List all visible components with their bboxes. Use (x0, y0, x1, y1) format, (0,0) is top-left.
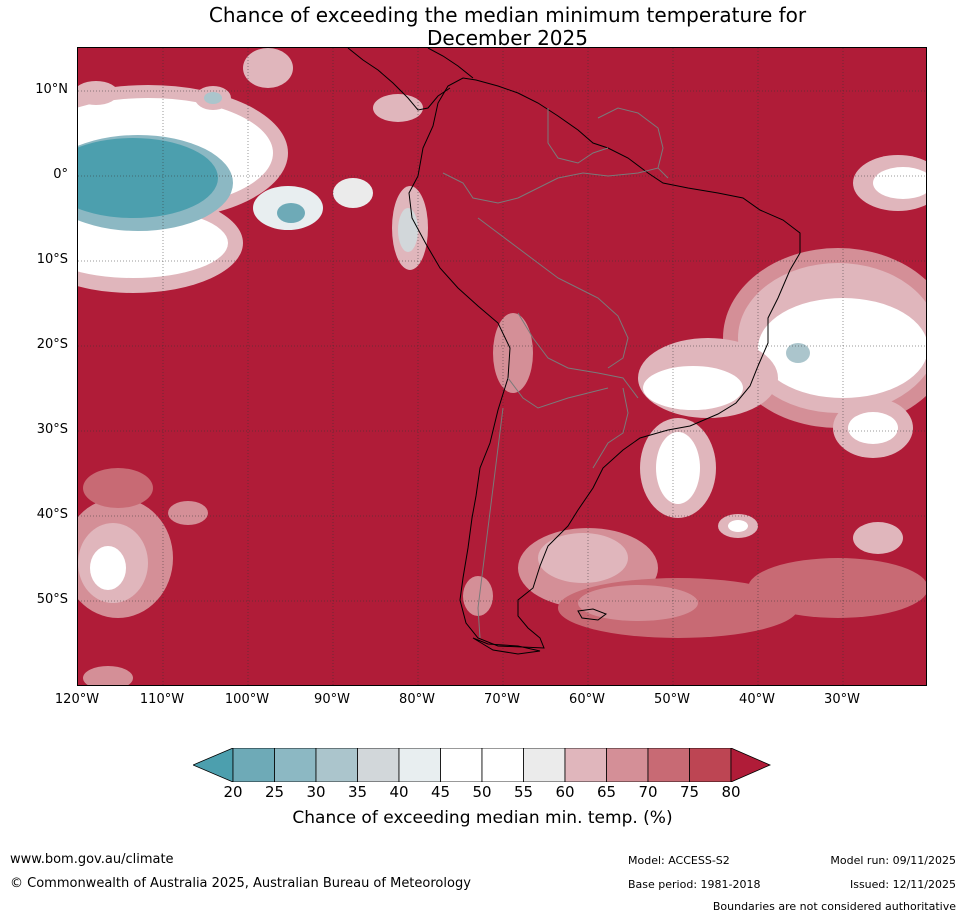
shading-patch (728, 520, 748, 532)
shading-patch (853, 522, 903, 554)
lat-label-30s: 30°S (36, 422, 68, 437)
colorbar-tick-30: 30 (306, 783, 326, 801)
central-america-coastline (347, 48, 474, 111)
colorbar-tick-55: 55 (513, 783, 534, 801)
lon-label-100w: 100°W (224, 692, 270, 707)
colorbar-low-arrow (193, 748, 234, 782)
colorbar-cell (232, 748, 275, 782)
coastlines (347, 48, 801, 655)
shading-patch (83, 666, 133, 685)
shading-patch (78, 81, 118, 105)
lon-label-40w: 40°W (739, 692, 775, 707)
shading-patch (90, 546, 126, 590)
colorbar-tick-65: 65 (596, 783, 617, 801)
colorbar-cell (440, 748, 483, 782)
colorbar-tick-35: 35 (347, 783, 368, 801)
south-america-coastline (408, 77, 801, 649)
colorbar-tick-80: 80 (721, 783, 741, 801)
lat-label-10n: 10°N (35, 82, 68, 97)
colorbar-tick-25: 25 (264, 783, 285, 801)
shading-patch (538, 533, 628, 583)
colorbar-tick-75: 75 (679, 783, 700, 801)
lon-label-80w: 80°W (399, 692, 435, 707)
lon-label-30w: 30°W (824, 692, 860, 707)
footer-issued: Issued: 12/11/2025 (849, 878, 956, 891)
shading-patch (786, 343, 810, 363)
shading-patch (373, 94, 423, 122)
shading-patch (578, 585, 698, 621)
shading-patch (78, 138, 218, 218)
colorbar-cell (274, 748, 317, 782)
colorbar-cell (357, 748, 400, 782)
colorbar (193, 748, 772, 782)
lat-label-10s: 10°S (36, 252, 68, 267)
title-line-2: December 2025 (427, 26, 588, 50)
footer-model-run: Model run: 09/11/2025 (830, 854, 956, 867)
shading-patch (333, 178, 373, 208)
colorbar-cell (523, 748, 566, 782)
footer-model: Model: ACCESS-S2 (628, 854, 730, 867)
lon-label-120w: 120°W (54, 692, 100, 707)
shading-patch (463, 576, 493, 616)
colorbar-cell (481, 748, 524, 782)
shading-patch (277, 203, 305, 223)
colorbar-label: Chance of exceeding median min. temp. (%… (292, 808, 673, 828)
falklands-outline (577, 608, 608, 621)
shading-patch (656, 432, 700, 504)
colorbar-tick-20: 20 (223, 783, 243, 801)
colorbar-tick-50: 50 (472, 783, 492, 801)
shading-patch (83, 468, 153, 508)
map-canvas (78, 48, 926, 685)
colorbar-tick-45: 45 (430, 783, 451, 801)
title-line-1: Chance of exceeding the median minimum t… (208, 3, 807, 27)
footer-website: www.bom.gov.au/climate (10, 852, 174, 867)
colorbar-tick-40: 40 (389, 783, 409, 801)
lat-label-0: 0° (53, 167, 68, 182)
shading-patch (168, 501, 208, 525)
tierra-del-fuego (472, 637, 541, 655)
colorbar-high-arrow (730, 748, 772, 782)
lon-label-50w: 50°W (654, 692, 690, 707)
shading-patch (758, 298, 926, 398)
probability-shading (78, 48, 926, 685)
shading-patch (204, 92, 222, 104)
colorbar-cell (689, 748, 732, 782)
map-title: Chance of exceeding the median minimum t… (0, 4, 965, 50)
shading-patch (398, 208, 418, 252)
footer-disclaimer: Boundaries are not considered authoritat… (712, 900, 956, 913)
colorbar-cell (398, 748, 441, 782)
lon-label-70w: 70°W (484, 692, 520, 707)
colorbar-tick-70: 70 (638, 783, 658, 801)
colorbar-cell (315, 748, 358, 782)
colorbar-cell (564, 748, 607, 782)
shading-patch (748, 558, 926, 618)
colorbar-cell (647, 748, 690, 782)
lon-label-90w: 90°W (314, 692, 350, 707)
footer-base-period: Base period: 1981-2018 (628, 878, 761, 891)
lat-label-20s: 20°S (36, 337, 68, 352)
lon-label-60w: 60°W (569, 692, 605, 707)
lon-label-110w: 110°W (139, 692, 185, 707)
colorbar-tick-60: 60 (555, 783, 575, 801)
colorbar-cells (193, 748, 772, 782)
shading-patch (643, 366, 743, 410)
forecast-map (77, 47, 927, 686)
graticule (78, 48, 926, 685)
shading-patch (873, 167, 926, 199)
colorbar-cell (606, 748, 649, 782)
country-borders (442, 107, 669, 639)
footer-copyright: © Commonwealth of Australia 2025, Austra… (10, 876, 471, 891)
lat-label-50s: 50°S (36, 592, 68, 607)
shading-patch (848, 412, 898, 444)
shading-patch (243, 48, 293, 88)
lat-label-40s: 40°S (36, 507, 68, 522)
